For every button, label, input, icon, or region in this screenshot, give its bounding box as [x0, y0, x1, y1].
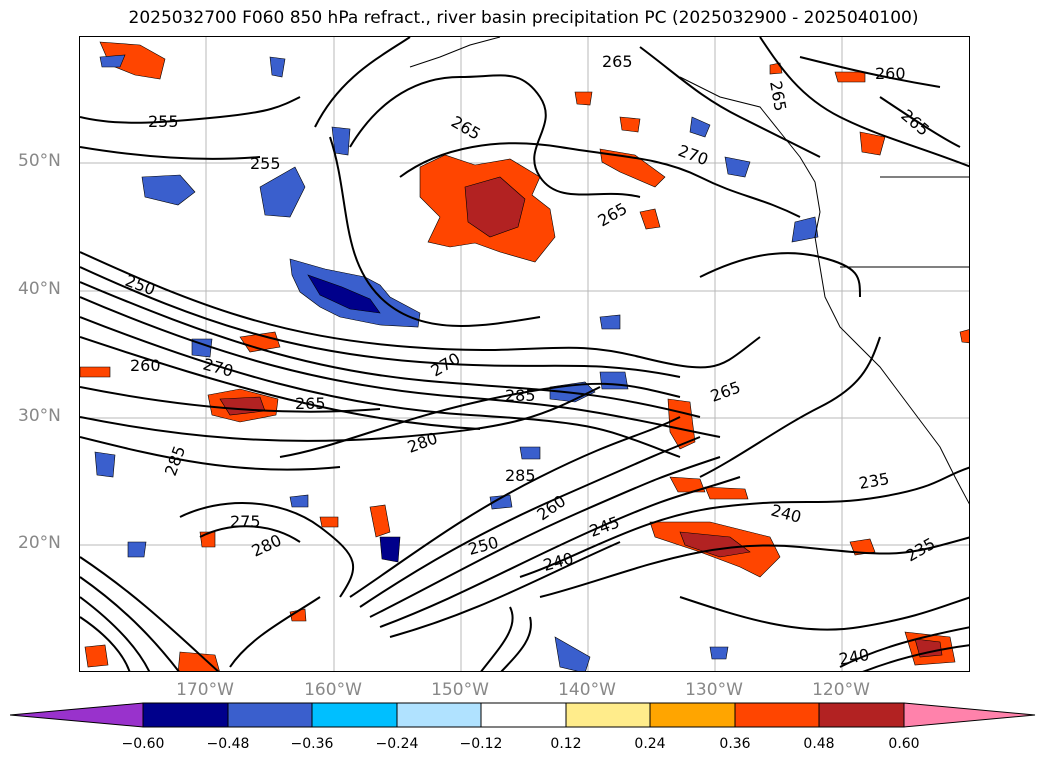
contour-label: 265 — [448, 112, 484, 144]
lat-label-20n: 20°N — [18, 533, 61, 553]
contour-label: 265 — [897, 106, 933, 140]
coastline — [409, 37, 969, 505]
colorbar-arrow-low — [10, 702, 144, 728]
colorbar-segment — [480, 702, 567, 728]
colorbar-segment — [818, 702, 905, 728]
colorbar-segment — [649, 702, 736, 728]
precip-shading — [80, 41, 969, 671]
contour-label: 240 — [837, 645, 870, 669]
contour-label: 235 — [857, 469, 890, 493]
contour-label: 255 — [148, 112, 179, 131]
lon-label-140w: 140°W — [558, 680, 616, 700]
lat-label-40n: 40°N — [18, 279, 61, 299]
refractivity-contours — [80, 37, 969, 671]
contour-label: 255 — [250, 154, 281, 173]
colorbar-segment — [311, 702, 398, 728]
colorbar-tick: −0.24 — [375, 736, 419, 752]
contour-label: 280 — [249, 530, 285, 560]
contour-label: 250 — [466, 533, 500, 559]
contour-label: 280 — [405, 428, 440, 456]
lon-label-120w: 120°W — [812, 680, 870, 700]
colorbar-tick: −0.60 — [121, 736, 165, 752]
contour-label: 265 — [602, 52, 633, 71]
colorbar-tick: −0.48 — [206, 736, 250, 752]
contour-label: 275 — [230, 512, 261, 531]
lon-label-160w: 160°W — [304, 680, 362, 700]
contour-label: 285 — [161, 443, 189, 478]
contour-label: 265 — [708, 377, 743, 405]
contour-label: 250 — [123, 271, 158, 299]
contour-label: 285 — [505, 386, 536, 405]
colorbar-segment — [734, 702, 820, 728]
map-canvas: 255 255 250 260 270 265 265 270 285 280 … — [80, 37, 969, 671]
colorbar-tick: −0.12 — [459, 736, 503, 752]
lat-label-50n: 50°N — [18, 151, 61, 171]
colorbar-tick: 0.60 — [888, 736, 920, 752]
colorbar-segment — [227, 702, 313, 728]
gridlines — [80, 37, 969, 671]
contour-label: 235 — [903, 534, 939, 566]
contour-label: 270 — [428, 349, 464, 381]
colorbar-tick: 0.36 — [719, 736, 751, 752]
colorbar-tick: 0.12 — [550, 736, 582, 752]
map-panel: 255 255 250 260 270 265 265 270 285 280 … — [79, 36, 970, 672]
lon-label-170w: 170°W — [176, 680, 234, 700]
colorbar-tick: −0.36 — [290, 736, 334, 752]
colorbar — [10, 702, 1036, 728]
lon-label-150w: 150°W — [431, 680, 489, 700]
colorbar-tick: 0.48 — [803, 736, 835, 752]
contour-label: 265 — [595, 199, 631, 231]
colorbar-segment — [142, 702, 229, 728]
map-title: 2025032700 F060 850 hPa refract., river … — [128, 8, 919, 28]
colorbar-segment — [565, 702, 651, 728]
contour-label: 265 — [295, 394, 326, 413]
contour-label: 260 — [130, 356, 161, 375]
colorbar-tick: 0.24 — [634, 736, 666, 752]
contour-label: 285 — [505, 466, 536, 485]
lon-label-130w: 130°W — [685, 680, 743, 700]
colorbar-segment — [396, 702, 482, 728]
lat-label-30n: 30°N — [18, 406, 61, 426]
contour-label: 270 — [676, 141, 711, 169]
contour-label: 240 — [769, 501, 803, 527]
contour-label: 260 — [875, 64, 906, 83]
contour-label: 265 — [766, 79, 790, 112]
colorbar-arrow-high — [903, 702, 1036, 728]
